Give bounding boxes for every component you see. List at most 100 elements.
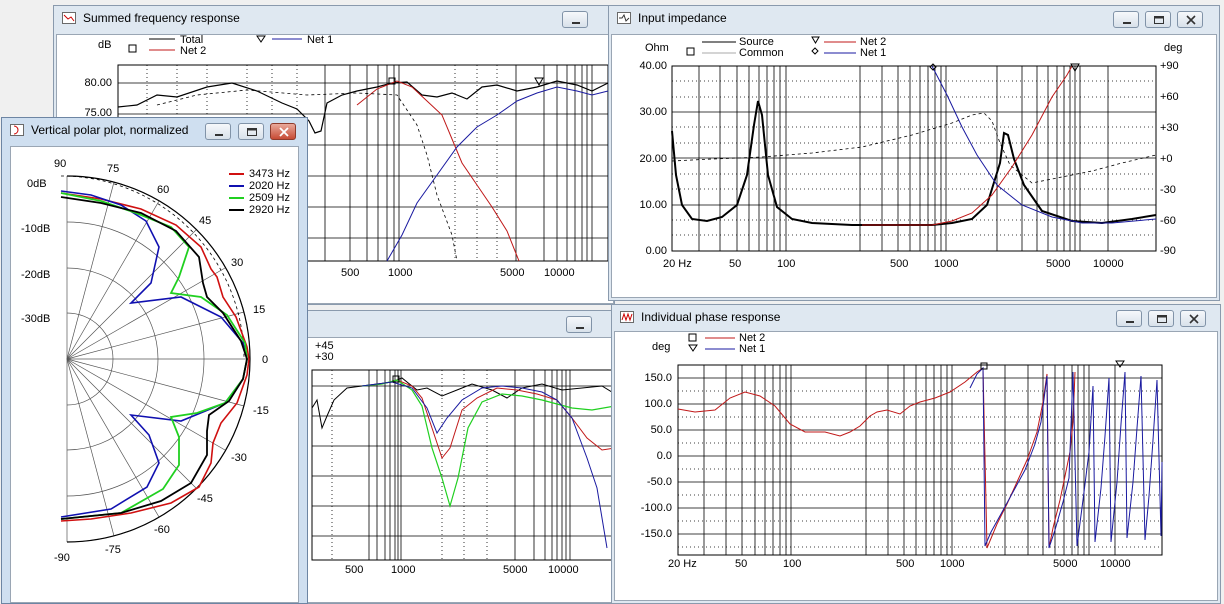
phase-grid [677,360,1163,556]
window-title: Summed frequency response [83,11,240,25]
y-tick-40: 40.00 [639,60,667,72]
x-tick-10000: 10000 [548,564,579,576]
polar-curve-2020hz [60,190,248,518]
y-tick-minus100: -100.0 [640,502,672,514]
legend-net1: Net 1 [307,34,334,46]
polar-curve-2509hz [60,192,248,520]
impedance-grid [671,63,1157,252]
maximize-button[interactable] [238,123,264,140]
polar-angle-minus15: -15 [253,405,269,417]
middle-titlebar[interactable] [301,311,616,337]
input-impedance-window[interactable]: Input impedance Ohm deg Source Common Ne… [608,5,1220,301]
polar-angle-90: 90 [54,158,67,170]
y2-tick-plus60: +60 [1160,91,1179,103]
polar-titlebar[interactable]: Vertical polar plot, normalized [2,118,307,144]
close-button[interactable] [270,123,296,140]
x-tick-500: 500 [896,558,915,570]
polar-angle-60: 60 [157,184,170,196]
y2-tick-plus90: +90 [1160,60,1179,72]
x-tick-500: 500 [341,267,360,279]
polar-db-0: 0dB [27,178,47,190]
polar-plot-area: 3473 Hz 2020 Hz 2509 Hz 2920 Hz 0dB -10d… [10,146,299,603]
y2-tick-minus60: -60 [1160,215,1176,227]
polar-curve-3473hz [60,192,250,522]
phase-net1-curve [969,366,1163,549]
x-tick-10000: 10000 [544,267,575,279]
summed-net1-curve [386,86,609,262]
minimize-button[interactable] [205,123,231,140]
polar-angle-minus75: -75 [105,544,121,556]
minimize-button[interactable] [566,316,592,333]
polar-angle-0: 0 [262,354,269,366]
window-title: Vertical polar plot, normalized [31,123,189,137]
y-unit-label: dB [98,39,112,51]
impedance-legend [686,36,856,56]
x-tick-10000: 10000 [1093,258,1124,270]
summed-total-curve [117,80,609,134]
graph-icon [62,12,76,24]
y-tick-plus30: +30 [315,351,334,363]
x-tick-5000: 5000 [1053,558,1078,570]
summed-net2-curve [356,80,520,262]
polar-angle-minus45: -45 [197,493,213,505]
y-tick-100: 100.0 [644,398,672,410]
summed-titlebar[interactable]: Summed frequency response [54,6,614,32]
polar-angle-15: 15 [253,304,266,316]
polar-angle-minus30: -30 [231,452,247,464]
close-button[interactable] [1180,310,1206,327]
y-unit-label: Ohm [645,42,669,54]
middle-black-curve [311,377,615,430]
x-tick-50: 50 [729,258,742,270]
polar-grid [60,173,251,543]
close-button[interactable] [1177,11,1203,28]
minimize-button[interactable] [1116,310,1142,327]
window-title: Individual phase response [641,310,781,324]
y-tick-20: 20.00 [639,153,667,165]
x-tick-1000: 1000 [388,267,413,279]
polar-legend-1: 2020 Hz [249,180,290,192]
phase-titlebar[interactable]: Individual phase response [612,305,1220,331]
maximize-button[interactable] [1145,11,1171,28]
y-tick-plus45: +45 [315,340,334,352]
polar-legend-3: 2920 Hz [249,204,290,216]
polar-db-30: -30dB [21,313,51,325]
phase-response-window[interactable]: Individual phase response deg Net 2 Net … [611,304,1221,604]
polar-angle-minus90: -90 [54,552,70,564]
middle-blue-curve [361,381,608,549]
legend-net1: Net 1 [739,343,766,355]
y-tick-0: 0.00 [645,245,667,257]
x-tick-50: 50 [735,558,748,570]
x-tick-100: 100 [777,258,796,270]
polar-curve-2920hz [60,196,248,520]
impedance-titlebar[interactable]: Input impedance [609,6,1219,32]
x-tick-10000: 10000 [1100,558,1131,570]
middle-plot-area: +45 +30 [301,337,616,603]
x-tick-5000: 5000 [1046,258,1071,270]
y-tick-10: 10.00 [639,199,667,211]
maximize-button[interactable] [1148,310,1174,327]
impedance-net1-curve [931,65,1157,224]
summed-legend [128,35,302,53]
polar-icon [10,124,24,136]
middle-response-window[interactable]: +45 +30 [300,310,617,604]
minimize-button[interactable] [562,11,588,28]
y-tick-30: 30.00 [639,106,667,118]
polar-plot-window[interactable]: Vertical polar plot, normalized [1,117,308,604]
y-tick-minus50: -50.0 [646,476,672,488]
x-tick-5000: 5000 [503,564,528,576]
legend-common: Common [739,47,784,59]
x-tick-5000: 5000 [500,267,525,279]
middle-red-curve [361,379,615,460]
x-tick-500: 500 [345,564,364,576]
minimize-button[interactable] [1113,11,1139,28]
graph-icon [617,12,631,24]
y2-tick-0: +0 [1160,153,1173,165]
legend-net1: Net 1 [860,47,887,59]
legend-net2: Net 2 [739,332,766,344]
y-unit-label: deg [652,341,671,353]
legend-net2: Net 2 [180,45,207,57]
x-tick-20hz: 20 Hz [668,558,697,570]
impedance-common-curve [671,112,1157,184]
y2-unit-label: deg [1164,42,1183,54]
x-tick-1000: 1000 [934,258,959,270]
